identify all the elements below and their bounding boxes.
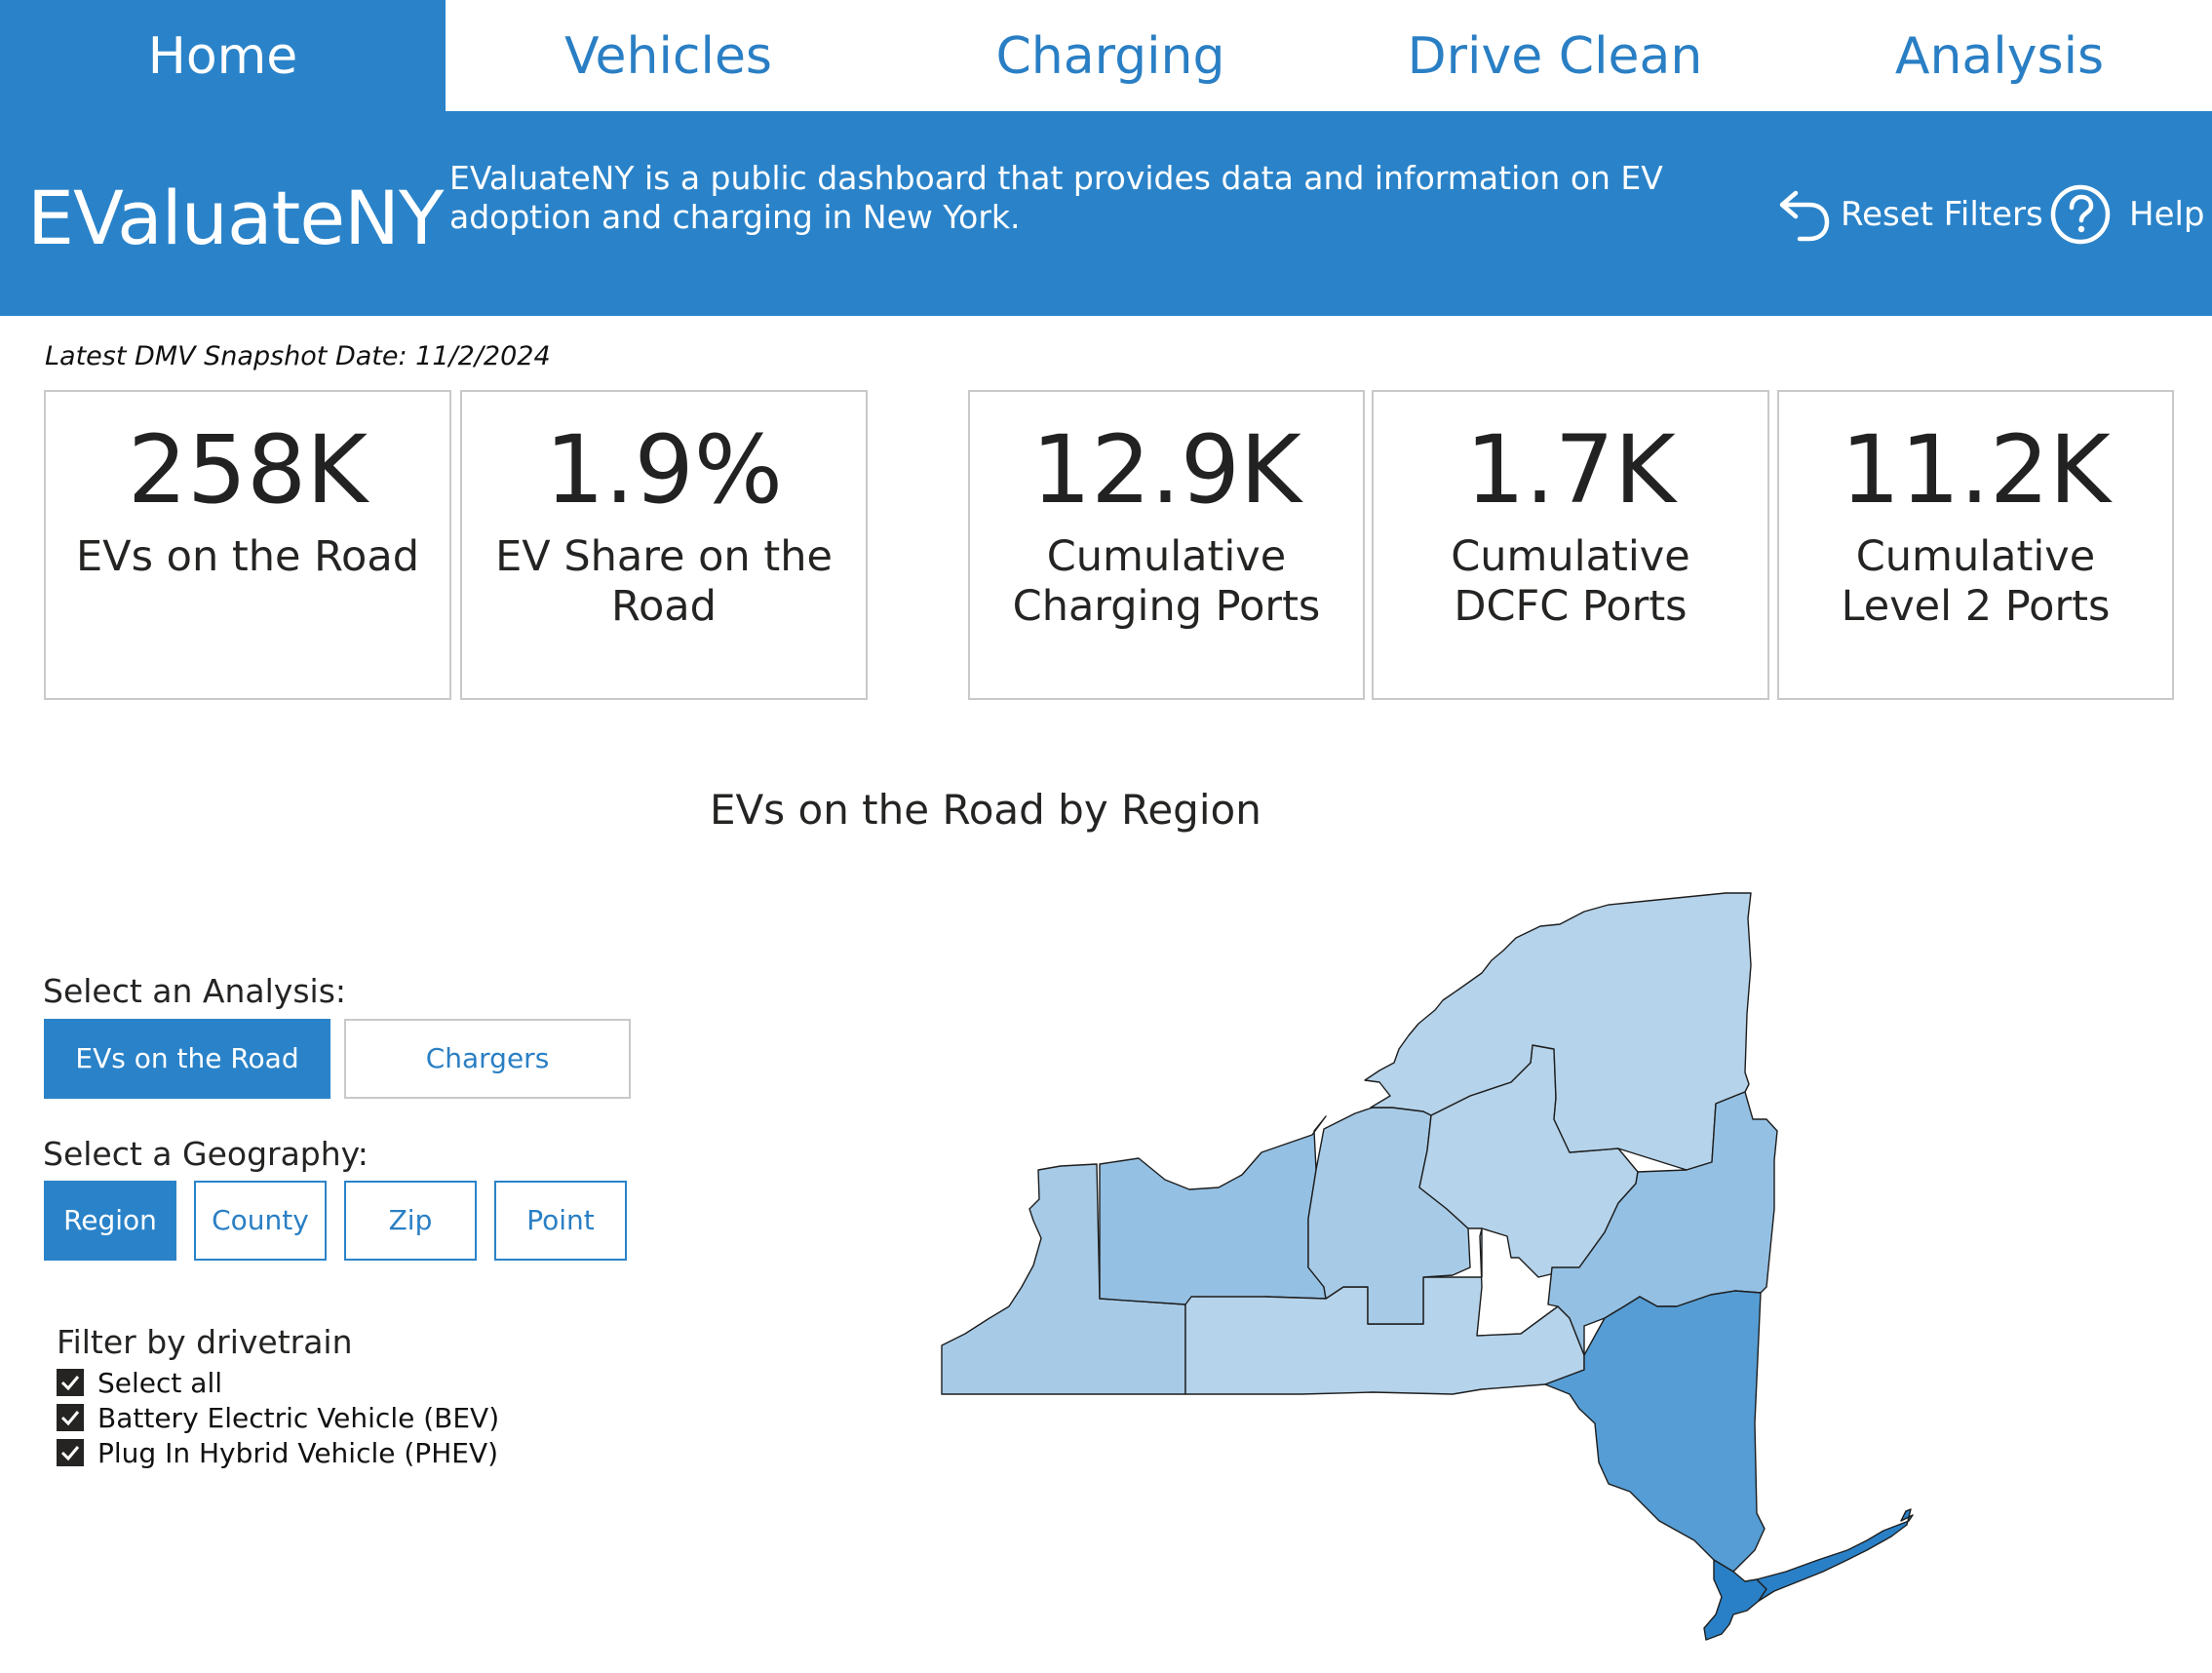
analysis-chargers-button[interactable]: Chargers (344, 1019, 631, 1099)
kpi-label: Cumulative DCFC Ports (1451, 532, 1690, 631)
geography-county-button[interactable]: County (194, 1181, 327, 1261)
checkbox-checked-icon[interactable] (57, 1369, 84, 1396)
region-long-island[interactable] (1756, 1508, 1914, 1602)
tab-vehicles[interactable]: Vehicles (563, 27, 773, 86)
checkbox-label: Select all (97, 1366, 222, 1399)
kpi-value: 1.7K (1465, 415, 1676, 525)
header-banner: EValuateNY EValuateNY is a public dashbo… (0, 114, 2212, 316)
drivetrain-filter-title: Filter by drivetrain (57, 1323, 353, 1361)
reset-filters-button[interactable]: Reset Filters (1776, 180, 2043, 249)
kpi-label: Cumulative Charging Ports (1012, 532, 1321, 631)
checkbox-bev[interactable]: Battery Electric Vehicle (BEV) (57, 1401, 499, 1434)
help-button[interactable]: Help (2049, 180, 2205, 249)
checkbox-checked-icon[interactable] (57, 1404, 84, 1431)
tab-drive-clean-rebate[interactable]: Drive Clean Rebate (1407, 27, 1703, 199)
kpi-card-ev-share: 1.9% EV Share on the Road (460, 390, 868, 700)
top-navigation: Home Vehicles Charging Drive Clean Rebat… (0, 0, 2212, 199)
question-circle-icon (2050, 184, 2111, 245)
help-label: Help (2129, 195, 2205, 234)
kpi-value: 258K (127, 415, 369, 525)
checkbox-label: Plug In Hybrid Vehicle (PHEV) (97, 1436, 499, 1469)
geography-selector-label: Select a Geography: (43, 1135, 369, 1173)
geography-zip-button[interactable]: Zip (344, 1181, 477, 1261)
tab-analysis[interactable]: Analysis (1894, 27, 2105, 86)
checkbox-phev[interactable]: Plug In Hybrid Vehicle (PHEV) (57, 1436, 498, 1469)
reset-filters-label: Reset Filters (1841, 195, 2043, 234)
kpi-label: EVs on the Road (75, 532, 420, 581)
ny-region-map (941, 892, 1914, 1641)
map-title: EVs on the Road by Region (710, 786, 1261, 834)
checkbox-label: Battery Electric Vehicle (BEV) (97, 1401, 500, 1434)
app-logo: EValuateNY (27, 175, 444, 261)
kpi-card-level2-ports: 11.2K Cumulative Level 2 Ports (1777, 390, 2174, 700)
region-nyc[interactable] (1703, 1559, 1767, 1641)
region-north-country[interactable] (1364, 892, 1752, 1171)
region-mid-hudson[interactable] (1544, 1290, 1766, 1573)
app-description: EValuateNY is a public dashboard that pr… (449, 159, 1663, 236)
tab-charging[interactable]: Charging (995, 27, 1225, 86)
checkbox-select-all[interactable]: Select all (57, 1366, 222, 1399)
geography-region-button[interactable]: Region (44, 1181, 176, 1261)
kpi-value: 11.2K (1841, 415, 2111, 525)
kpi-label: EV Share on the Road (495, 532, 833, 631)
kpi-card-evs-on-road: 258K EVs on the Road (44, 390, 451, 700)
analysis-evs-on-road-button[interactable]: EVs on the Road (44, 1019, 330, 1099)
snapshot-date: Latest DMV Snapshot Date: 11/2/2024 (45, 341, 551, 371)
kpi-label: Cumulative Level 2 Ports (1841, 532, 2111, 631)
checkbox-checked-icon[interactable] (57, 1439, 84, 1466)
kpi-value: 1.9% (545, 415, 783, 525)
kpi-card-dcfc-ports: 1.7K Cumulative DCFC Ports (1372, 390, 1769, 700)
tab-home[interactable]: Home (0, 0, 446, 111)
geography-point-button[interactable]: Point (494, 1181, 627, 1261)
analysis-selector-label: Select an Analysis: (43, 972, 347, 1010)
kpi-value: 12.9K (1031, 415, 1301, 525)
region-finger-lakes[interactable] (1099, 1115, 1327, 1305)
kpi-card-charging-ports: 12.9K Cumulative Charging Ports (968, 390, 1365, 700)
undo-arrow-icon (1779, 190, 1830, 242)
